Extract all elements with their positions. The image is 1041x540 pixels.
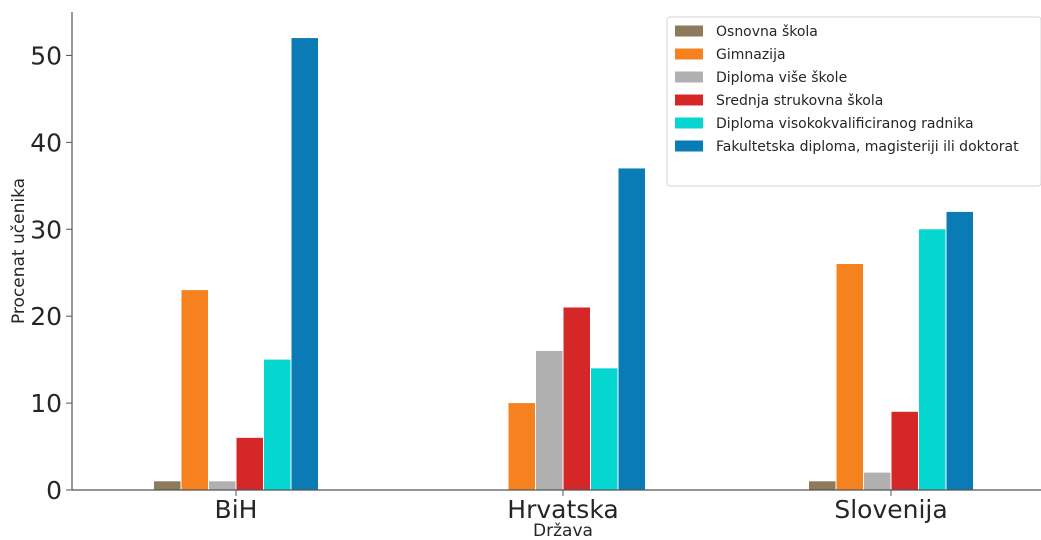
legend-label: Diploma visokokvalificiranog radnika — [716, 116, 974, 132]
axes-layer — [71, 12, 1041, 491]
legend-swatch — [675, 25, 703, 37]
legend-swatch — [675, 94, 703, 106]
legend-label: Gimnazija — [716, 47, 786, 63]
bar-bih-series-5 — [264, 359, 291, 490]
bar-bih-series-1 — [154, 481, 181, 490]
bar-slovenija-series-3 — [864, 472, 891, 490]
bars-layer — [154, 38, 973, 490]
bar-bih-series-2 — [181, 290, 208, 490]
legend-box — [666, 16, 1041, 187]
y-tick-label: 0 — [46, 476, 62, 505]
bar-slovenija-series-6 — [946, 211, 973, 490]
x-tick-label: Slovenija — [834, 495, 947, 524]
y-tick-label: 40 — [30, 128, 62, 157]
bar-bih-series-6 — [291, 38, 318, 490]
x-ticks: BiH Hrvatska Slovenija — [215, 490, 948, 524]
legend-label: Srednja strukovna škola — [716, 93, 883, 109]
bar-hrvatska-series-2 — [508, 403, 535, 490]
legend-label: Osnovna škola — [716, 24, 818, 40]
bar-hrvatska-series-6 — [618, 168, 645, 490]
legend: Osnovna škola Gimnazija Diploma više škole… — [666, 16, 1041, 187]
x-tick-label: Hrvatska — [507, 495, 618, 524]
bar-bih-series-4 — [236, 437, 263, 490]
bar-hrvatska-series-3 — [536, 350, 563, 490]
bar-bih-series-3 — [209, 481, 236, 490]
y-tick-label: 50 — [30, 41, 62, 70]
y-tick-label: 30 — [30, 215, 62, 244]
legend-swatch — [675, 71, 703, 83]
bar-slovenija-series-4 — [891, 411, 918, 490]
legend-swatch — [675, 48, 703, 60]
legend-label: Fakultetska diploma, magisteriji ili dok… — [716, 139, 1019, 155]
x-axis-title: Država — [533, 521, 593, 540]
bar-hrvatska-series-4 — [563, 307, 590, 490]
y-tick-label: 20 — [30, 302, 62, 331]
y-tick-label: 10 — [30, 389, 62, 418]
bar-slovenija-series-2 — [836, 264, 863, 490]
y-ticks: 0 10 20 30 40 50 — [30, 41, 72, 505]
legend-label: Diploma više škole — [716, 70, 847, 86]
legend-swatch — [675, 140, 703, 152]
legend-swatch — [675, 117, 703, 129]
x-tick-label: BiH — [215, 495, 258, 524]
bar-hrvatska-series-5 — [591, 368, 618, 490]
bar-slovenija-series-5 — [919, 229, 946, 490]
bar-slovenija-series-1 — [809, 481, 836, 490]
y-axis-title: Procenat učenika — [9, 178, 29, 324]
